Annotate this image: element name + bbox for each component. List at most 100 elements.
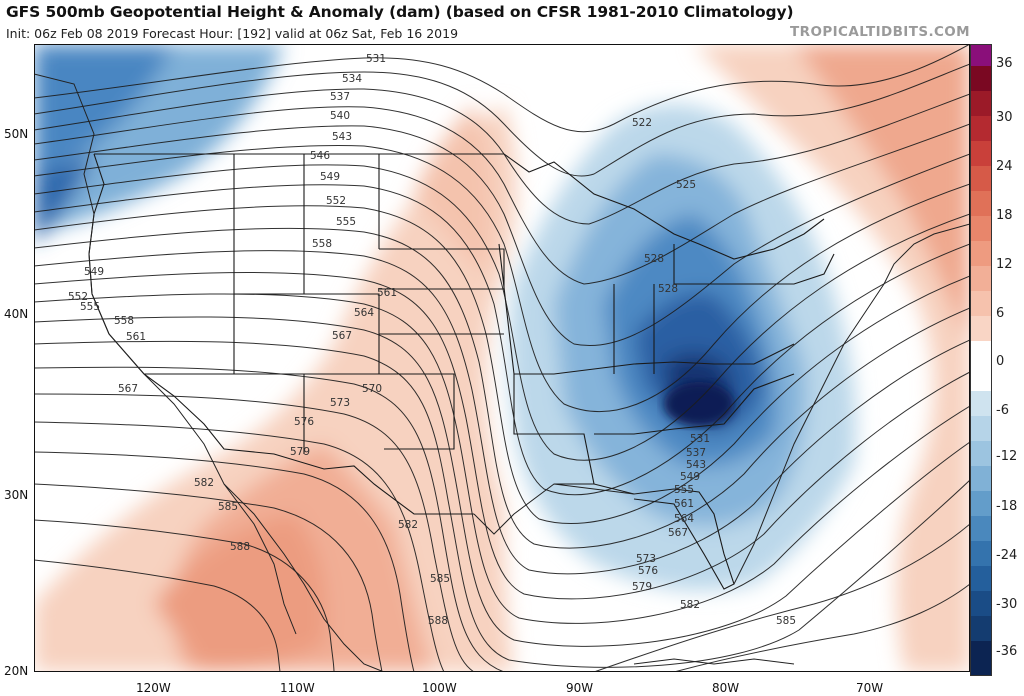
contour-label: 576 (294, 416, 314, 428)
contour-label: 579 (290, 446, 310, 458)
contour-label: 534 (342, 73, 362, 85)
map-title: GFS 500mb Geopotential Height & Anomaly … (6, 3, 794, 21)
colorbar-bin (970, 341, 992, 391)
contour-label: 549 (84, 266, 104, 278)
contour-label: 564 (354, 307, 374, 319)
lon-label: 100W (422, 681, 457, 695)
colorbar-label: 36 (996, 56, 1013, 71)
anomaly-colorbar (970, 44, 992, 676)
colorbar-bin (970, 616, 992, 641)
colorbar-bin (970, 641, 992, 676)
contour-label: 561 (377, 287, 397, 299)
contour-labels-trough: 522 525 528 528 531 537 543 549 555 561 … (632, 117, 710, 539)
colorbar-bin (970, 316, 992, 341)
contour-label: 588 (230, 541, 250, 553)
contour-label: 555 (80, 301, 100, 313)
contour-label: 543 (332, 131, 352, 143)
colorbar-bin (970, 266, 992, 291)
contour-label: 555 (674, 484, 694, 496)
lat-label: 40N (4, 307, 29, 321)
lat-label: 20N (4, 664, 29, 678)
contour-label: 531 (690, 433, 710, 445)
contour-label: 558 (312, 238, 332, 250)
contour-label: 567 (332, 330, 352, 342)
lon-label: 120W (136, 681, 171, 695)
contour-label: 576 (638, 565, 658, 577)
forecast-info: Init: 06z Feb 08 2019 Forecast Hour: [19… (6, 26, 459, 41)
coastline (34, 73, 970, 672)
colorbar-label: -12 (996, 449, 1018, 464)
colorbar-label: 30 (996, 110, 1013, 125)
contour-label: 564 (674, 513, 694, 525)
contour-label: 567 (118, 383, 138, 395)
contour-label: 540 (330, 110, 350, 122)
contour-label: 528 (644, 253, 664, 265)
contour-label: 537 (330, 91, 350, 103)
contour-label: 546 (310, 150, 330, 162)
lon-label: 110W (280, 681, 315, 695)
contour-label: 531 (366, 53, 386, 65)
map-frame (34, 44, 970, 672)
contour-label: 573 (636, 553, 656, 565)
colorbar-bin (970, 141, 992, 166)
contour-label: 528 (658, 283, 678, 295)
colorbar-label: 24 (996, 159, 1013, 174)
colorbar-label: 6 (996, 306, 1005, 321)
political-borders (88, 153, 835, 590)
lon-label: 70W (856, 681, 884, 695)
contour-labels-west: 531 534 537 540 543 546 549 552 555 558 … (290, 53, 397, 458)
contour-label: 558 (114, 315, 134, 327)
lat-label: 50N (4, 127, 29, 141)
anomaly-core (664, 382, 734, 426)
colorbar-label: -6 (996, 403, 1009, 418)
contour-label: 573 (330, 397, 350, 409)
lon-label: 80W (712, 681, 740, 695)
contour-label: 555 (336, 216, 356, 228)
contour-label: 537 (686, 447, 706, 459)
contour-label: 570 (362, 383, 382, 395)
colorbar-bin (970, 466, 992, 491)
contour-label: 582 (194, 477, 214, 489)
contour-label: 579 (632, 581, 652, 593)
contour-label: 585 (430, 573, 450, 585)
colorbar-bin (970, 191, 992, 216)
lat-label: 30N (4, 488, 29, 502)
colorbar-label: -36 (996, 644, 1018, 659)
contour-label: 561 (674, 498, 694, 510)
colorbar-bin (970, 241, 992, 266)
colorbar-bin (970, 541, 992, 566)
colorbar-bin (970, 116, 992, 141)
colorbar-bin (970, 44, 992, 66)
colorbar-label: -24 (996, 548, 1018, 563)
contour-labels-south: 582 585 588 582 585 588 585 582 579 576 … (194, 477, 796, 627)
colorbar-label: -18 (996, 499, 1018, 514)
colorbar-bin (970, 91, 992, 116)
contour-label: 543 (686, 459, 706, 471)
contour-label: 582 (398, 519, 418, 531)
contour-label: 582 (680, 599, 700, 611)
contour-label: 567 (668, 527, 688, 539)
contour-label: 525 (676, 179, 696, 191)
site-brand[interactable]: TROPICALTIDBITS.COM (790, 24, 970, 40)
contour-label: 552 (326, 195, 346, 207)
warm-anomaly-fill (34, 44, 970, 672)
colorbar-label: 18 (996, 208, 1013, 223)
height-anomaly-map: 531 534 537 540 543 546 549 552 555 558 … (34, 44, 970, 672)
contour-labels-pacific: 549 552 555 558 561 567 (68, 266, 146, 395)
lon-label: 90W (566, 681, 594, 695)
colorbar-bin (970, 491, 992, 516)
colorbar-bin (970, 391, 992, 416)
colorbar-label: 0 (996, 354, 1005, 369)
colorbar-bin (970, 66, 992, 91)
contour-label: 561 (126, 331, 146, 343)
contour-label: 588 (428, 615, 448, 627)
contour-label: 585 (218, 501, 238, 513)
contour-label: 549 (320, 171, 340, 183)
colorbar-bin (970, 591, 992, 616)
contour-label: 549 (680, 471, 700, 483)
colorbar-bin (970, 441, 992, 466)
colorbar-bin (970, 566, 992, 591)
colorbar-bin (970, 216, 992, 241)
colorbar-label: -30 (996, 597, 1018, 612)
contour-label: 552 (68, 291, 88, 303)
